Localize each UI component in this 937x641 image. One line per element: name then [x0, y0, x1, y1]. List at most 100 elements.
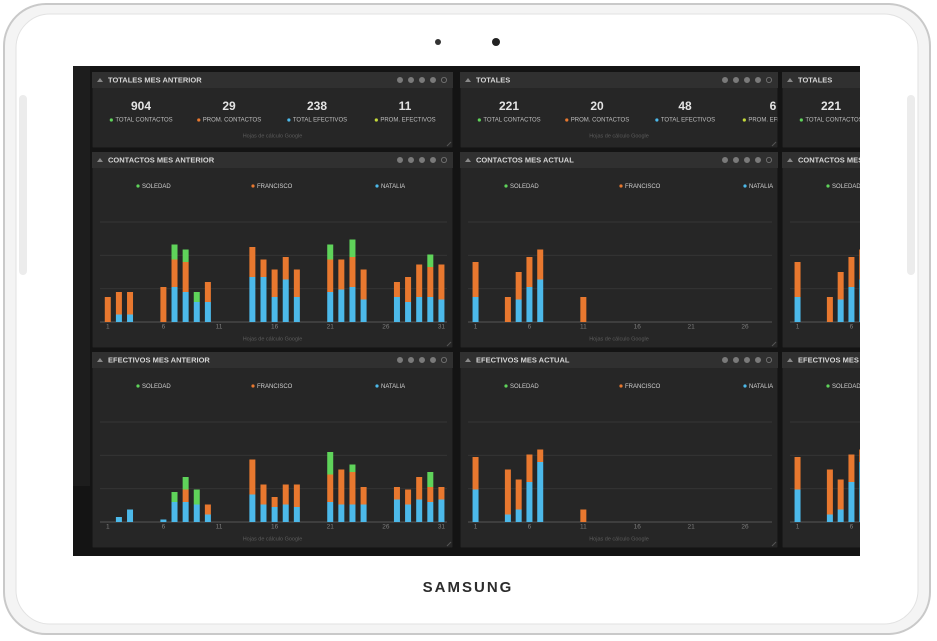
settings-icon[interactable] — [722, 156, 729, 163]
legend-label: SOLEDAD — [832, 184, 861, 190]
legend-label: NATALIA — [381, 184, 405, 190]
flag-icon[interactable] — [744, 156, 751, 163]
bar-segment — [848, 257, 855, 287]
flag-icon[interactable] — [418, 156, 425, 163]
flag-icon[interactable] — [418, 356, 425, 363]
x-tick-label: 11 — [580, 524, 587, 531]
alert-icon[interactable] — [733, 77, 740, 84]
settings-icon[interactable] — [722, 77, 729, 84]
bar-segment — [204, 282, 211, 302]
settings-icon[interactable] — [722, 356, 729, 363]
bar-segment — [160, 287, 167, 322]
bar-segment — [438, 499, 445, 522]
legend-label: SOLEDAD — [510, 184, 539, 190]
bar-segment — [349, 287, 356, 322]
bar-segment — [504, 469, 511, 515]
x-tick-label: 1 — [474, 324, 478, 331]
flag-icon[interactable] — [744, 77, 751, 84]
panel-bg — [460, 352, 778, 548]
panel-header — [460, 72, 778, 88]
collapse-icon — [465, 358, 471, 362]
bar-segment — [837, 509, 844, 522]
x-tick-label: 26 — [741, 524, 749, 531]
panel-title: TOTALES MES ANTERIOR — [108, 75, 202, 84]
close-icon[interactable] — [766, 156, 773, 163]
bar-segment — [349, 504, 356, 522]
bar-segment — [327, 452, 334, 475]
bar-segment — [349, 464, 356, 472]
close-icon[interactable] — [440, 77, 447, 84]
share-icon[interactable] — [755, 77, 762, 84]
panel-title: CONTACTOS MES ACTUAL — [476, 155, 574, 164]
close-icon[interactable] — [440, 156, 447, 163]
settings-icon[interactable] — [396, 77, 403, 84]
legend-label: FRANCISCO — [625, 384, 661, 390]
flag-icon[interactable] — [744, 356, 751, 363]
collapse-icon — [787, 78, 793, 82]
resize-grip — [771, 541, 777, 547]
bar-segment — [160, 519, 167, 522]
total-value: 48 — [678, 99, 692, 113]
panel-header — [92, 352, 453, 368]
legend-dot — [743, 184, 747, 188]
panel: CONTACTOS MES ACTUALSOLEDADFRANCISCONATA… — [782, 152, 861, 348]
close-icon[interactable] — [766, 77, 773, 84]
x-tick-label: 1 — [474, 524, 478, 531]
close-icon[interactable] — [440, 356, 447, 363]
close-icon[interactable] — [766, 356, 773, 363]
share-icon[interactable] — [429, 156, 436, 163]
bar-segment — [171, 492, 178, 502]
alert-icon[interactable] — [407, 156, 414, 163]
panel-title: EFECTIVOS MES ANTERIOR — [108, 355, 210, 364]
bar-segment — [427, 267, 434, 297]
bar-segment — [537, 279, 544, 322]
panel: EFECTIVOS MES ANTERIOR SOLEDAD FRANCISCO NA… — [92, 352, 453, 548]
bar-segment — [249, 277, 256, 322]
panel: TOTALES 221 TOTAL CONTACTOS 20 PROM. CONTACT… — [460, 72, 778, 148]
total-value: 238 — [307, 99, 327, 113]
share-icon[interactable] — [429, 77, 436, 84]
collapse-icon — [97, 358, 103, 362]
total-dot — [565, 118, 569, 122]
alert-icon[interactable] — [733, 356, 740, 363]
x-tick-label: 16 — [634, 524, 642, 531]
settings-icon[interactable] — [396, 356, 403, 363]
total-label: TOTAL CONTACTOS — [483, 118, 540, 124]
x-tick-label: 26 — [382, 324, 390, 331]
bar-segment — [427, 472, 434, 487]
collapse-icon — [465, 78, 471, 82]
flag-icon[interactable] — [418, 77, 425, 84]
bar-segment — [360, 504, 367, 522]
bar-segment — [349, 257, 356, 287]
legend-dot — [504, 184, 508, 188]
panel-title: EFECTIVOS MES ACTUAL — [798, 355, 892, 364]
legend-dot — [619, 184, 623, 188]
panel: EFECTIVOS MES ACTUALSOLEDADFRANCISCONATA… — [782, 352, 892, 548]
bar-segment — [338, 259, 345, 290]
total-dot — [799, 118, 803, 122]
bar-segment — [580, 509, 587, 522]
panel-header — [782, 352, 860, 368]
x-tick-label: 11 — [216, 524, 223, 531]
share-icon[interactable] — [429, 356, 436, 363]
x-tick-label: 1 — [106, 324, 110, 331]
total-dot — [287, 118, 291, 122]
bar-segment — [472, 297, 479, 322]
bar-segment — [293, 297, 300, 322]
share-icon[interactable] — [755, 156, 762, 163]
bar-segment — [193, 302, 200, 322]
bar-segment — [204, 504, 211, 515]
bar-segment — [526, 454, 533, 482]
share-icon[interactable] — [755, 356, 762, 363]
bar-segment — [405, 504, 412, 522]
bar-segment — [794, 262, 801, 297]
bar-segment — [393, 282, 400, 297]
alert-icon[interactable] — [733, 156, 740, 163]
panel: CONTACTOS MES ANTERIOR SOLEDAD FRANCISCO NA… — [92, 152, 453, 348]
alert-icon[interactable] — [407, 77, 414, 84]
legend-label: NATALIA — [749, 384, 773, 390]
legend-dot — [826, 184, 830, 188]
alert-icon[interactable] — [407, 356, 414, 363]
bar-segment — [794, 297, 801, 322]
settings-icon[interactable] — [396, 156, 403, 163]
